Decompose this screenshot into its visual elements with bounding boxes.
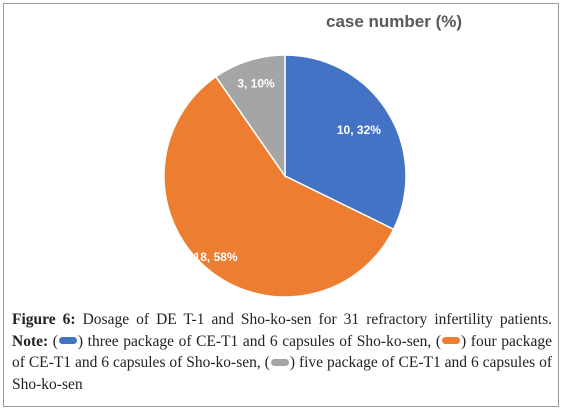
blue-swatch-icon [58,337,77,345]
slice-five-package [214,54,286,179]
chart-title: case number (%) [326,12,463,31]
orange-swatch-icon [442,337,461,345]
caption-item-three-package: ) three package of CE-T1 and 6 capsules … [77,332,442,350]
slice-three-package-label: 10, 32% [337,123,381,137]
figure-label: Figure 6: [12,311,76,328]
slice-four-package [163,75,395,298]
slice-five-package-label: 3, 10% [237,77,275,91]
pie-chart: 10, 32% 18, 58% 3, 10% [163,54,407,298]
slice-four-package-label: 18, 58% [194,250,238,264]
slice-three-package [284,54,407,231]
pie-slices [163,54,407,298]
figure-caption: Figure 6: Dosage of DE T-1 and Sho-ko-se… [12,309,552,395]
caption-text: Dosage of DE T-1 and Sho-ko-sen for 31 r… [75,311,552,328]
caption-item-five-package: ) five package of CE-T1 and 6 capsules o… [12,354,552,393]
pie-slice-labels: 10, 32% 18, 58% 3, 10% [194,77,382,264]
caption-item-four-package: ) four package of CE-T1 and 6 capsules o… [12,332,552,372]
note-label: Note: [12,332,49,350]
caption-paren: ( [48,332,58,350]
gray-swatch-icon [270,358,289,366]
